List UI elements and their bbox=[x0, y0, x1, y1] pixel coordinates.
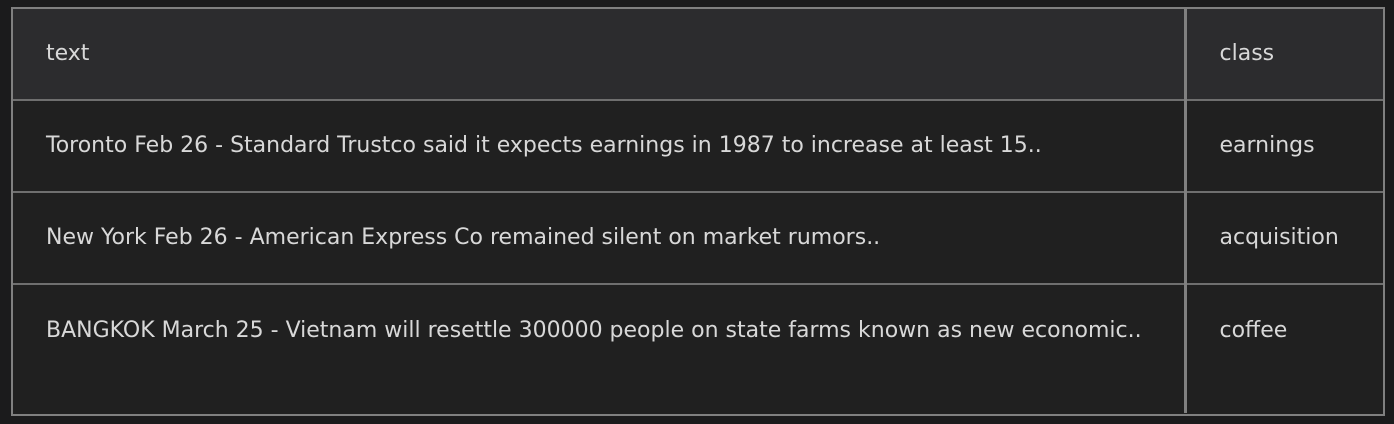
data-table: text class Toronto Feb 26 - Standard Tru… bbox=[13, 9, 1383, 413]
cell-text: New York Feb 26 - American Express Co re… bbox=[13, 191, 1185, 284]
header-row: text class bbox=[13, 9, 1383, 100]
row-text: New York Feb 26 - American Express Co re… bbox=[46, 225, 881, 250]
row-class-label: coffee bbox=[1219, 318, 1288, 343]
cell-class: coffee bbox=[1183, 283, 1383, 413]
cell-text: BANGKOK March 25 - Vietnam will resettle… bbox=[13, 283, 1185, 413]
table-header: text class bbox=[13, 9, 1383, 100]
table-row: Toronto Feb 26 - Standard Trustco said i… bbox=[13, 99, 1383, 192]
data-table-frame: text class Toronto Feb 26 - Standard Tru… bbox=[11, 7, 1385, 416]
cell-class: acquisition bbox=[1183, 191, 1383, 284]
table-row: BANGKOK March 25 - Vietnam will resettle… bbox=[13, 283, 1383, 413]
cell-class: earnings bbox=[1183, 99, 1383, 192]
row-text: Toronto Feb 26 - Standard Trustco said i… bbox=[46, 133, 1042, 158]
row-class-label: acquisition bbox=[1219, 225, 1339, 250]
table-row: New York Feb 26 - American Express Co re… bbox=[13, 191, 1383, 284]
row-text: BANGKOK March 25 - Vietnam will resettle… bbox=[46, 318, 1142, 343]
table-body: Toronto Feb 26 - Standard Trustco said i… bbox=[13, 99, 1383, 413]
column-header-class: class bbox=[1183, 9, 1383, 100]
column-header-text: text bbox=[13, 9, 1185, 100]
cell-text: Toronto Feb 26 - Standard Trustco said i… bbox=[13, 99, 1185, 192]
row-class-label: earnings bbox=[1219, 133, 1315, 158]
